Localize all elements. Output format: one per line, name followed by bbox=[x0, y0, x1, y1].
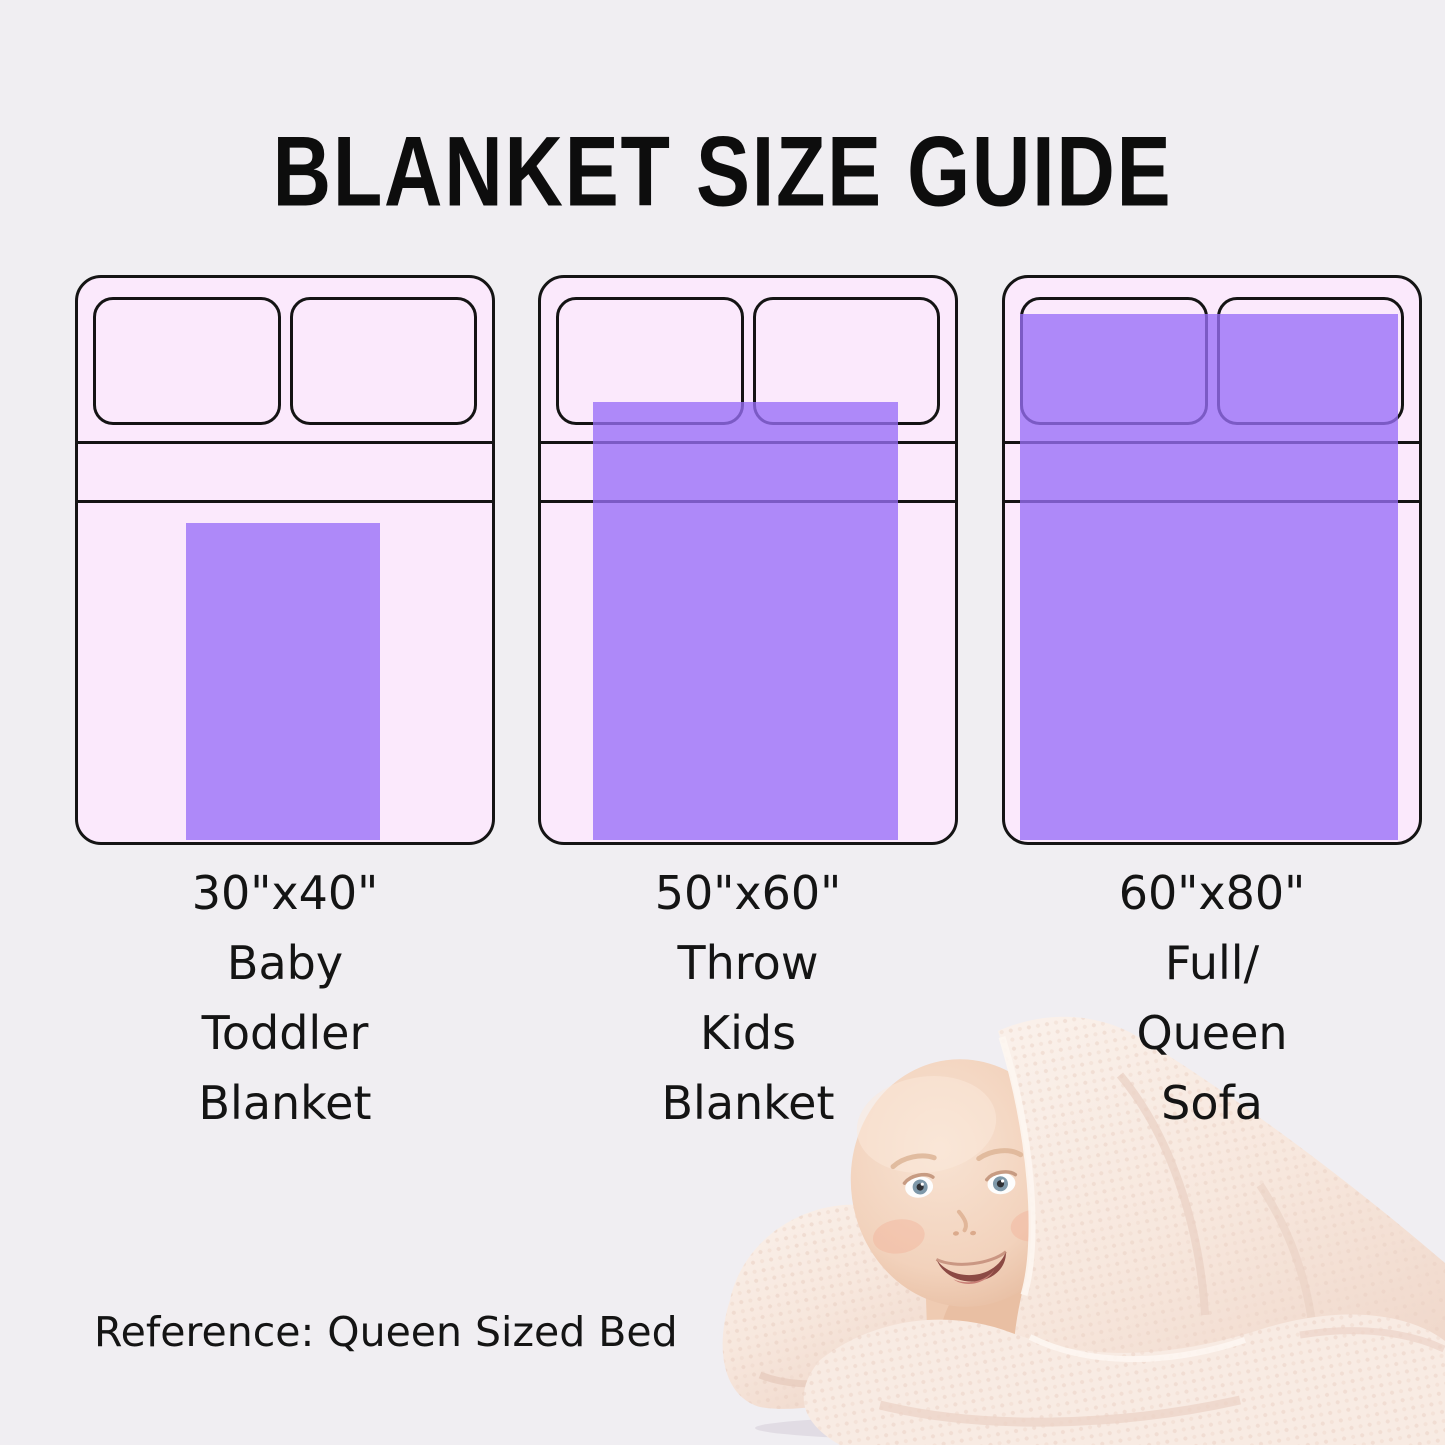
size-dimensions: 50"x60" bbox=[654, 866, 842, 920]
baby-mouth bbox=[935, 1250, 1007, 1284]
bed-diagram-3 bbox=[1002, 275, 1422, 845]
baby-eye-right bbox=[902, 1172, 935, 1198]
blanket-overlay-60x80 bbox=[1020, 314, 1398, 840]
size-label-2: 50"x60" Throw Kids Blanket bbox=[538, 858, 958, 1138]
sheet-fold-line bbox=[78, 441, 492, 444]
size-name-line: Full/ bbox=[1164, 936, 1260, 990]
pillow-icon bbox=[93, 297, 281, 425]
blanket-overlay-50x60 bbox=[593, 402, 898, 840]
size-name-line: Sofa bbox=[1161, 1076, 1263, 1130]
baby-eye-left bbox=[985, 1170, 1018, 1195]
size-dimensions: 60"x80" bbox=[1118, 866, 1306, 920]
size-name-line: Kids bbox=[699, 1006, 797, 1060]
blanket-overlay-30x40 bbox=[186, 523, 380, 840]
baby-photo bbox=[722, 1016, 1445, 1445]
pillow-icon bbox=[289, 297, 477, 425]
size-name-line: Baby bbox=[226, 936, 344, 990]
blanket-foreground bbox=[803, 1314, 1445, 1445]
bed-diagram-1 bbox=[75, 275, 495, 845]
sheet-fold-line bbox=[78, 500, 492, 503]
size-dimensions: 30"x40" bbox=[191, 866, 379, 920]
pillow-row bbox=[93, 297, 477, 425]
size-name-line: Blanket bbox=[198, 1076, 372, 1130]
page-title: BLANKET SIZE GUIDE bbox=[272, 116, 1173, 228]
size-name-line: Toddler bbox=[201, 1006, 369, 1060]
reference-note: Reference: Queen Sized Bed bbox=[94, 1308, 678, 1356]
size-label-3: 60"x80" Full/ Queen Sofa bbox=[1002, 858, 1422, 1138]
size-name-line: Throw bbox=[677, 936, 819, 990]
baby-head bbox=[850, 1059, 1076, 1307]
bed-diagram-2 bbox=[538, 275, 958, 845]
size-name-line: Blanket bbox=[661, 1076, 835, 1130]
size-name-line: Queen bbox=[1136, 1006, 1288, 1060]
size-label-1: 30"x40" Baby Toddler Blanket bbox=[75, 858, 495, 1138]
